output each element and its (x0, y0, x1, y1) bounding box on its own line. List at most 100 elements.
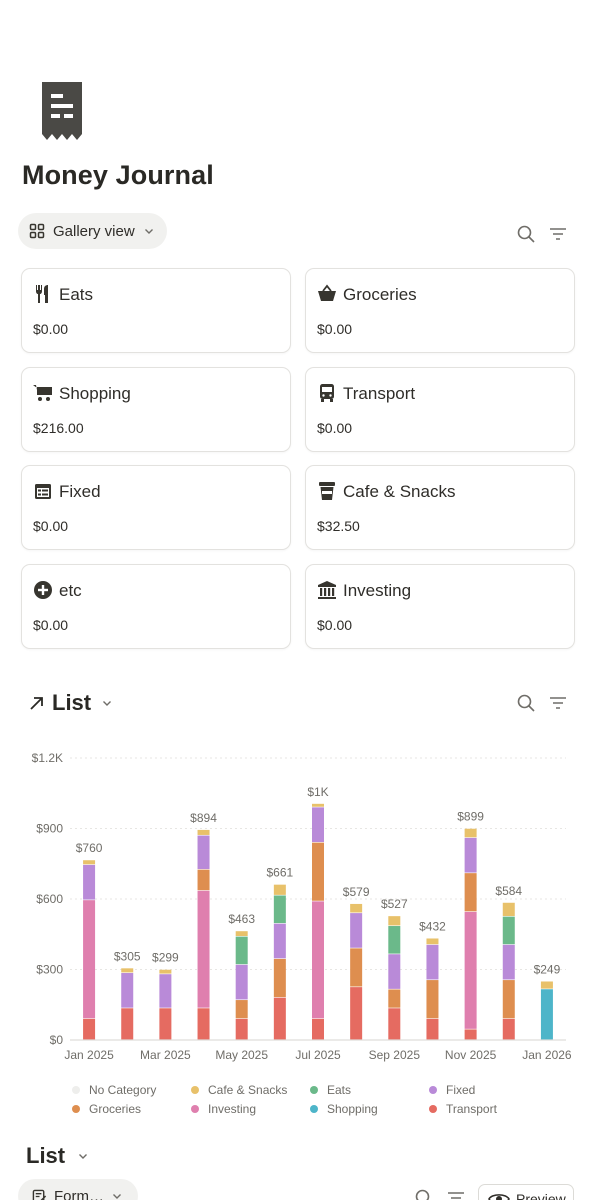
legend-item: Transport (429, 1102, 497, 1116)
bar-segment (197, 890, 210, 1008)
list-view-title: List (26, 1143, 66, 1168)
arrow-up-right-icon (30, 697, 43, 710)
bar-segment (502, 902, 515, 917)
card-value: $32.50 (317, 518, 360, 534)
search-icon[interactable] (516, 693, 536, 713)
card-shopping[interactable]: Shopping $216.00 (21, 367, 291, 452)
bar-total-label: $249 (534, 962, 561, 976)
legend-swatch (429, 1105, 437, 1113)
preview-button[interactable]: Preview (478, 1184, 574, 1200)
card-groceries[interactable]: Groceries $0.00 (305, 268, 575, 353)
legend-swatch (72, 1105, 80, 1113)
legend-item: Fixed (429, 1083, 475, 1097)
bar-segment (197, 869, 210, 891)
legend-item: No Category (72, 1083, 156, 1097)
filter-icon[interactable] (446, 1188, 466, 1200)
bar-segment (464, 873, 477, 912)
bar-segment (312, 1018, 324, 1040)
bar-segment (83, 860, 96, 865)
bus-icon (320, 384, 334, 402)
chevron-down-icon (113, 1194, 121, 1199)
bar-total-label: $305 (114, 949, 141, 963)
card-investing[interactable]: Investing $0.00 (305, 564, 575, 649)
card-title: Transport (343, 384, 416, 403)
bar-segment (197, 835, 210, 870)
bar-segment (312, 807, 324, 842)
chevron-down-icon (103, 701, 112, 706)
gallery-view-button[interactable]: Gallery view (18, 213, 167, 249)
bar-total-label: $899 (457, 810, 484, 824)
card-title: Eats (59, 285, 94, 304)
bar-segment (540, 981, 553, 989)
filter-icon[interactable] (548, 693, 568, 713)
bar-segment (464, 1029, 477, 1040)
chevron-down-icon (79, 1154, 88, 1159)
bar-total-label: $760 (76, 841, 103, 855)
legend-swatch (191, 1086, 199, 1094)
filter-icon[interactable] (548, 224, 568, 244)
fork-knife-icon (36, 285, 48, 303)
bar-segment (350, 948, 363, 987)
legend-item: Groceries (72, 1102, 141, 1116)
cart-icon (33, 385, 52, 401)
bar-segment (159, 974, 172, 1008)
card-value: $0.00 (317, 321, 353, 337)
form-icon (32, 1189, 47, 1200)
bar-segment (426, 980, 439, 1019)
card-value: $0.00 (33, 617, 69, 633)
bar-segment (312, 901, 324, 1019)
bar-segment (121, 1008, 134, 1040)
preview-label: Preview (516, 1191, 566, 1200)
card-eats[interactable]: Eats $0.00 (21, 268, 291, 353)
y-tick-label: $0 (50, 1033, 64, 1047)
bar-segment (273, 997, 286, 1040)
card-title: etc (59, 581, 82, 600)
form-view-button[interactable]: Form… (18, 1179, 138, 1200)
x-tick-label: Nov 2025 (445, 1048, 497, 1062)
legend-item: Cafe & Snacks (191, 1083, 287, 1097)
bar-segment (388, 989, 401, 1008)
card-etc[interactable]: etc $0.00 (21, 564, 291, 649)
bar-total-label: $661 (266, 866, 293, 880)
legend-label: Fixed (446, 1083, 476, 1097)
legend-swatch (310, 1086, 318, 1094)
legend-swatch (429, 1086, 437, 1094)
list-view-header[interactable]: List (26, 1143, 89, 1169)
chevron-down-icon (144, 229, 153, 234)
card-value: $0.00 (33, 321, 69, 337)
card-cafe-snacks[interactable]: Cafe & Snacks $32.50 (305, 465, 575, 550)
bar-segment (502, 944, 515, 980)
bar-segment (273, 958, 286, 998)
search-icon[interactable] (516, 224, 536, 244)
legend-item: Investing (191, 1102, 256, 1116)
bar-segment (350, 903, 363, 913)
search-icon[interactable] (414, 1188, 434, 1200)
bar-total-label: $584 (495, 884, 522, 898)
x-tick-label: Jan 2026 (522, 1048, 572, 1062)
chart-view-title: List (52, 690, 92, 715)
bar-segment (426, 938, 439, 945)
bar-total-label: $1K (307, 785, 328, 799)
bar-segment (350, 913, 363, 948)
card-title: Shopping (59, 384, 131, 403)
bar-segment (502, 916, 515, 945)
card-fixed[interactable]: Fixed $0.00 (21, 465, 291, 550)
bar-segment (83, 900, 96, 1019)
basket-icon (318, 284, 336, 301)
bar-segment (121, 968, 134, 973)
bar-segment (159, 1008, 172, 1040)
legend-label: Investing (208, 1102, 257, 1116)
legend-label: Groceries (89, 1102, 142, 1116)
bar-segment (235, 931, 248, 936)
plus-circle-icon (34, 581, 52, 599)
chart-view-header[interactable]: List (28, 690, 113, 716)
legend-swatch (72, 1086, 80, 1094)
bar-total-label: $299 (152, 951, 179, 965)
card-value: $216.00 (33, 420, 84, 436)
card-transport[interactable]: Transport $0.00 (305, 367, 575, 452)
card-title: Cafe & Snacks (343, 482, 456, 501)
bar-segment (235, 936, 248, 965)
bar-segment (388, 916, 401, 926)
bar-segment (273, 895, 286, 924)
bar-segment (426, 1018, 439, 1040)
